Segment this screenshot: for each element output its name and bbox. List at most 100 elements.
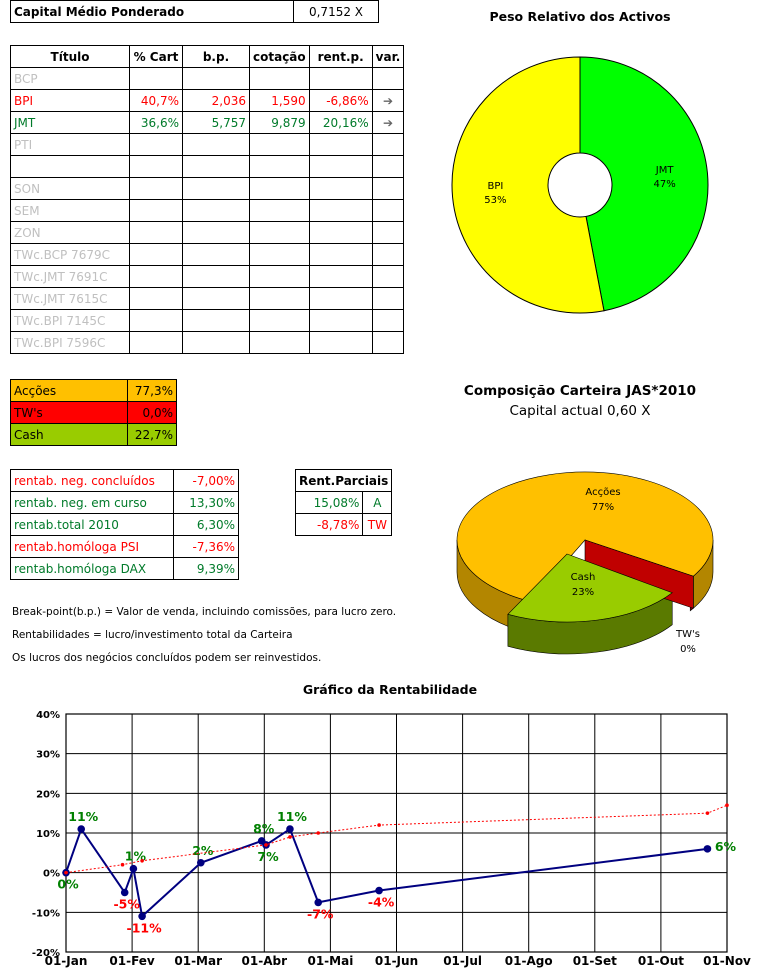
table-cell [129, 67, 183, 90]
benchmark-point [264, 843, 268, 847]
pie1-slice-label: JMT [655, 165, 675, 176]
table-cell [308, 221, 373, 244]
portfolio-table: Título% Cart b.p. cotação rent.p. var. BCP BP… [10, 45, 405, 354]
table-row: BCP [10, 67, 405, 90]
table-cell [129, 287, 183, 310]
table-cell [182, 243, 250, 266]
table-row [10, 155, 405, 178]
returns-value: -7,36% [173, 535, 239, 558]
trend-arrow-icon: ➔ [371, 89, 405, 112]
returns-value: -7,00% [173, 469, 239, 492]
return-point [129, 864, 138, 873]
table-cell [308, 133, 373, 156]
table-cell: 20,16% [308, 111, 373, 134]
table-cell: TWc.JMT 7691C [10, 265, 130, 288]
table-cell [182, 221, 250, 244]
table-cell: BCP [10, 67, 130, 90]
table-cell [371, 199, 405, 222]
table-cell: TWc.BCP 7679C [10, 243, 130, 266]
table-cell [182, 155, 250, 178]
allocation-value: 77,3% [127, 379, 177, 402]
table-row: TWc.JMT 7615C [10, 287, 405, 310]
returns-row: rentab. neg. concluídos -7,00% [10, 469, 239, 492]
partials-row: 15,08% A [294, 491, 393, 514]
table-cell [182, 287, 250, 310]
y-tick-label: 30% [36, 750, 60, 761]
table-row: TWc.BCP 7679C [10, 243, 405, 266]
partials-row: -8,78% TW [294, 513, 393, 536]
allocation-value: 0,0% [127, 401, 177, 424]
table-cell [249, 287, 310, 310]
table-row: TWc.BPI 7145C [10, 309, 405, 332]
table-cell [129, 155, 183, 178]
pie2-slice-label: Cash [571, 572, 596, 583]
data-label: 6% [715, 839, 737, 854]
returns-label: rentab.homóloga DAX [10, 557, 174, 580]
data-label: 11% [68, 809, 98, 824]
table-cell [308, 331, 373, 354]
pie2-slice-value: 77% [592, 502, 614, 513]
benchmark-line [65, 804, 728, 874]
return-point [138, 912, 146, 921]
column-header: Título [10, 45, 130, 68]
table-cell [182, 67, 250, 90]
y-tick-label: 10% [36, 829, 60, 840]
table-row: JMT 36,6% 5,757 9,879 20,16% ➔ [10, 111, 405, 134]
y-tick-label: 40% [36, 710, 60, 721]
return-point [286, 825, 294, 833]
table-cell [308, 177, 373, 200]
table-cell [308, 243, 373, 266]
pie1-slice-value: 47% [654, 179, 676, 190]
table-cell [308, 287, 373, 310]
x-tick-label: 01-Abr [242, 954, 288, 968]
data-label: 0% [57, 877, 79, 892]
allocation-row: Acções 77,3% [10, 379, 177, 402]
table-cell [371, 155, 405, 178]
x-tick-label: 01-Jan [45, 954, 88, 968]
table-row: SEM [10, 199, 405, 222]
pie1-slice-value: 53% [484, 195, 506, 206]
table-cell [249, 133, 310, 156]
table-cell [371, 331, 405, 354]
data-label: -7% [307, 906, 334, 921]
data-label: -4% [368, 895, 395, 910]
pie2-subtitle: Capital actual 0,60 X [509, 403, 651, 419]
trend-arrow-icon: ➔ [371, 111, 405, 134]
column-header: rent.p. [308, 45, 373, 68]
partials-value: -8,78% [294, 513, 364, 536]
x-tick-label: 01-Ago [505, 954, 553, 968]
table-cell [129, 177, 183, 200]
pie2-slice-label: Acções [585, 487, 620, 498]
pie1-title: Peso Relativo dos Activos [489, 9, 671, 24]
table-cell [249, 67, 310, 90]
table-cell: SON [10, 177, 130, 200]
allocation-label: Acções [10, 379, 128, 402]
table-cell [249, 177, 310, 200]
table-cell [129, 221, 183, 244]
table-cell [371, 221, 405, 244]
table-row: PTI [10, 133, 405, 156]
table-cell [129, 243, 183, 266]
x-tick-label: 01-Jun [375, 954, 418, 968]
table-cell [371, 67, 405, 90]
pie2-slice-label: TW's [675, 629, 700, 640]
pie2-slice-cash [507, 553, 673, 623]
table-cell [182, 309, 250, 332]
y-tick-label: -10% [32, 908, 60, 919]
table-cell [10, 155, 130, 178]
x-tick-label: 01-Nov [703, 954, 751, 968]
returns-label: rentab. neg. em curso [10, 491, 174, 514]
table-row: BPI 40,7% 2,036 1,590 -6,86% ➔ [10, 89, 405, 112]
table-cell: BPI [10, 89, 130, 112]
partials-tag: A [362, 491, 393, 514]
pie2-slice-aces [456, 471, 714, 602]
note-rentabilidades: Rentabilidades = lucro/investimento tota… [12, 629, 293, 641]
pie2-chart: Acções 77% TW's 0% Cash 23% [456, 471, 714, 655]
table-cell: 5,757 [182, 111, 250, 134]
pie1-slice-label: BPI [487, 181, 503, 192]
pie1-slice-bpi [451, 56, 605, 314]
table-cell [249, 331, 310, 354]
pie1-slice-jmt [579, 56, 709, 312]
returns-table: rentab. neg. concluídos -7,00% rentab. neg… [10, 469, 239, 580]
table-cell: 36,6% [129, 111, 183, 134]
